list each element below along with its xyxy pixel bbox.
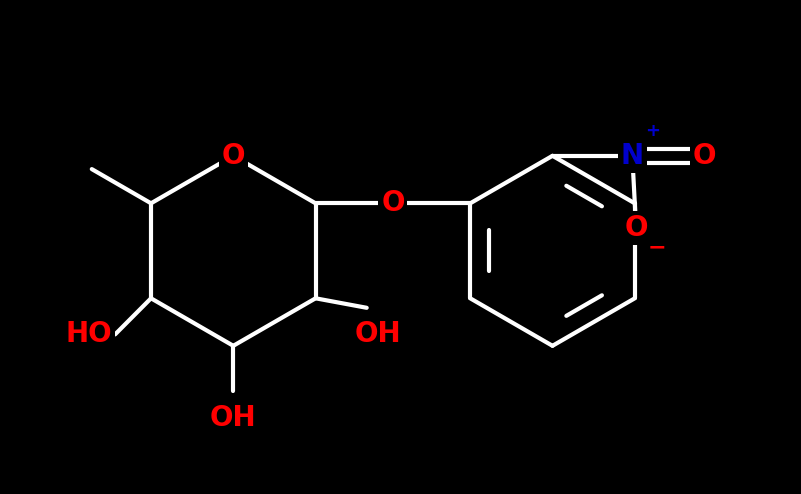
Text: O: O (624, 214, 648, 242)
Text: OH: OH (355, 321, 401, 348)
Text: HO: HO (65, 321, 112, 348)
Text: O: O (381, 189, 405, 217)
Text: OH: OH (210, 404, 256, 432)
Text: −: − (647, 237, 666, 257)
Text: O: O (693, 142, 716, 170)
Text: O: O (222, 142, 245, 170)
Text: N: N (621, 142, 644, 170)
Text: +: + (646, 123, 660, 140)
